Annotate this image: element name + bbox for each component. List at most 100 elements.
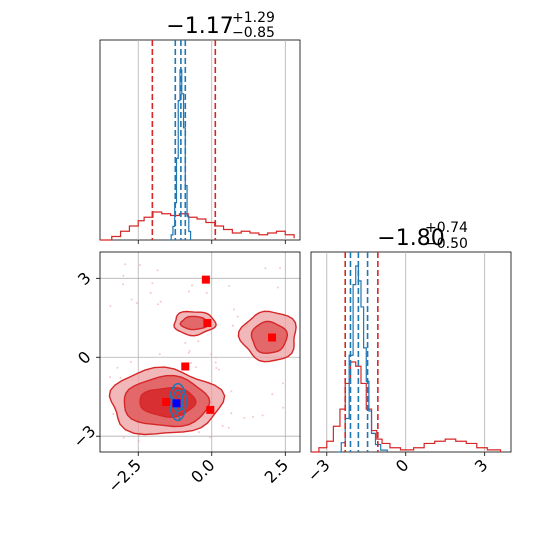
- sample-point: [282, 382, 285, 385]
- sample-point: [129, 360, 132, 363]
- red-marker-5: [206, 405, 215, 414]
- sample-point: [137, 440, 140, 443]
- sample-point: [194, 366, 197, 369]
- sample-point: [279, 266, 282, 269]
- panel-1-series-1-line: [169, 69, 192, 241]
- sample-point: [261, 414, 264, 417]
- blue-sample-point: [182, 389, 185, 392]
- panel-3-series-1-line: [337, 265, 388, 453]
- sample-point: [217, 368, 220, 371]
- sample-point: [109, 376, 112, 379]
- sample-point: [112, 412, 115, 415]
- sample-point: [135, 302, 138, 305]
- sample-point: [221, 425, 224, 428]
- panel-1-title-upper: +1.29: [232, 10, 275, 26]
- panel-1-title-value: −1.17: [166, 14, 233, 39]
- sample-point: [282, 406, 285, 409]
- sample-point: [184, 341, 187, 344]
- sample-point: [230, 390, 233, 393]
- sample-point: [227, 426, 230, 429]
- sample-point: [214, 356, 217, 359]
- sample-point: [130, 298, 133, 301]
- panel-2-xtick-label-0: −2.5: [104, 455, 145, 496]
- panel-2-ytick-label-2: −3: [69, 422, 99, 452]
- blue-sample-point: [171, 396, 174, 400]
- sample-point: [210, 353, 213, 356]
- sample-point: [122, 283, 125, 286]
- sample-point: [157, 303, 160, 306]
- blue-sample-point: [174, 408, 177, 411]
- panel-3-series-0-line: [311, 361, 502, 453]
- sample-point: [119, 376, 122, 379]
- sample-point: [214, 361, 217, 364]
- sample-point: [228, 284, 231, 287]
- blue-sample-point: [174, 406, 178, 409]
- scatter-contour-panel: −2.5 0.0 2.5 3 0 −3: [69, 251, 301, 496]
- blue-sample-point: [176, 415, 180, 418]
- sample-point: [124, 263, 127, 266]
- red-marker-2: [268, 333, 277, 342]
- sample-point: [188, 349, 191, 352]
- panel-2-xtick-label-2: 2.5: [261, 455, 292, 486]
- sample-point: [271, 393, 274, 396]
- sample-point: [243, 416, 246, 419]
- panel-1-series-0-line: [100, 211, 295, 241]
- sample-point: [215, 366, 218, 369]
- panel-3-xtick-label-0: −3: [303, 455, 333, 485]
- sample-point: [109, 305, 112, 308]
- panel-1-title-lower: −0.85: [232, 25, 275, 41]
- blue-sample-point: [172, 412, 175, 415]
- panel-3-xtick-label-1: 0: [392, 455, 413, 476]
- sample-point: [205, 291, 208, 294]
- red-marker-3: [181, 362, 190, 371]
- red-contour-4: [179, 315, 208, 331]
- sample-point: [122, 436, 125, 439]
- sample-point: [264, 267, 267, 270]
- sample-point: [191, 284, 194, 287]
- blue-sample-point: [183, 393, 186, 396]
- sample-point: [138, 264, 141, 267]
- sample-point: [251, 416, 254, 419]
- blue-sample-point: [172, 386, 176, 389]
- sample-point: [149, 291, 152, 294]
- sample-point: [232, 308, 235, 311]
- panel-3-frame: [310, 251, 512, 453]
- blue-sample-point: [175, 412, 178, 415]
- red-marker-4: [162, 398, 171, 406]
- panel-3-xtick-label-2: 3: [471, 455, 492, 476]
- sample-point: [190, 361, 193, 364]
- blue-sample-point: [181, 398, 184, 402]
- panel-1-title: −1.17: [166, 14, 233, 39]
- sample-point: [151, 282, 154, 285]
- sample-point: [187, 290, 190, 293]
- sample-point: [230, 412, 233, 415]
- histogram-panel-3: −3 0 3 −1.80 +0.74 −0.50: [303, 220, 512, 486]
- panel-3-title: −1.80: [377, 226, 444, 251]
- blue-sample-point: [169, 396, 172, 399]
- panel-2-frame: [99, 251, 301, 453]
- panel-3-title-upper: +0.74: [425, 220, 468, 236]
- sample-point: [159, 300, 162, 303]
- sample-point: [231, 324, 234, 327]
- panel-1-frame: [99, 39, 301, 241]
- sample-point: [197, 340, 200, 343]
- panel-2-xtick-label-1: 0.0: [187, 455, 218, 486]
- sample-point: [158, 353, 161, 356]
- sample-point: [197, 431, 200, 434]
- sample-point: [276, 286, 279, 289]
- panel-2-ytick-label-0: 3: [74, 268, 95, 289]
- red-marker-1: [203, 319, 212, 328]
- blue-sample-point: [176, 394, 179, 397]
- sample-point: [187, 351, 190, 354]
- blue-marker-0: [172, 399, 181, 408]
- sample-point: [236, 315, 239, 318]
- sample-point: [156, 269, 159, 272]
- blue-sample-point: [177, 395, 181, 398]
- histogram-panel-1: −1.17 +1.29 −0.85: [99, 10, 301, 244]
- panel-3-title-lower: −0.50: [425, 236, 468, 252]
- blue-sample-point: [181, 402, 184, 405]
- blue-sample-point: [169, 405, 172, 409]
- panel-2-ytick-label-1: 0: [74, 347, 95, 368]
- red-marker-0: [201, 275, 210, 284]
